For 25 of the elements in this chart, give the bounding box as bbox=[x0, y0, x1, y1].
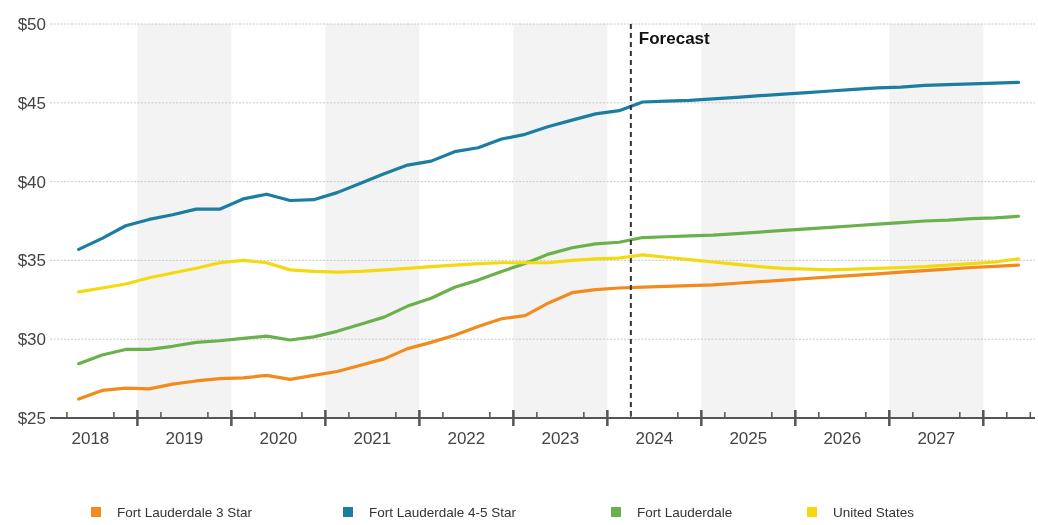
x-tick-label: 2025 bbox=[729, 429, 768, 448]
legend-label: United States bbox=[833, 505, 915, 520]
line-series bbox=[77, 80, 1021, 251]
x-tick-label: 2024 bbox=[635, 429, 674, 448]
x-tick-label: 2022 bbox=[447, 429, 486, 448]
x-tick-label: 2026 bbox=[823, 429, 862, 448]
x-tick-label: 2021 bbox=[353, 429, 392, 448]
legend-label: Fort Lauderdale 3 Star bbox=[117, 505, 253, 520]
line-series bbox=[77, 214, 1021, 366]
y-tick-label: $25 bbox=[17, 408, 46, 428]
y-tick-label: $40 bbox=[17, 172, 46, 192]
y-tick-label: $45 bbox=[17, 93, 46, 113]
y-tick-label: $35 bbox=[17, 251, 46, 271]
y-tick-label: $30 bbox=[17, 330, 46, 350]
legend-label: Fort Lauderdale bbox=[637, 505, 733, 520]
x-tick-label: 2020 bbox=[259, 429, 298, 448]
x-tick-label: 2027 bbox=[917, 429, 956, 448]
line-series bbox=[77, 253, 1021, 294]
legend-label: Fort Lauderdale 4-5 Star bbox=[369, 505, 517, 520]
x-tick-label: 2019 bbox=[165, 429, 204, 448]
line-series bbox=[77, 263, 1021, 401]
y-tick-label: $50 bbox=[17, 14, 46, 34]
ref-line-label: Forecast bbox=[638, 29, 711, 48]
x-tick-label: 2023 bbox=[541, 429, 580, 448]
x-tick-label: 2018 bbox=[71, 429, 110, 448]
